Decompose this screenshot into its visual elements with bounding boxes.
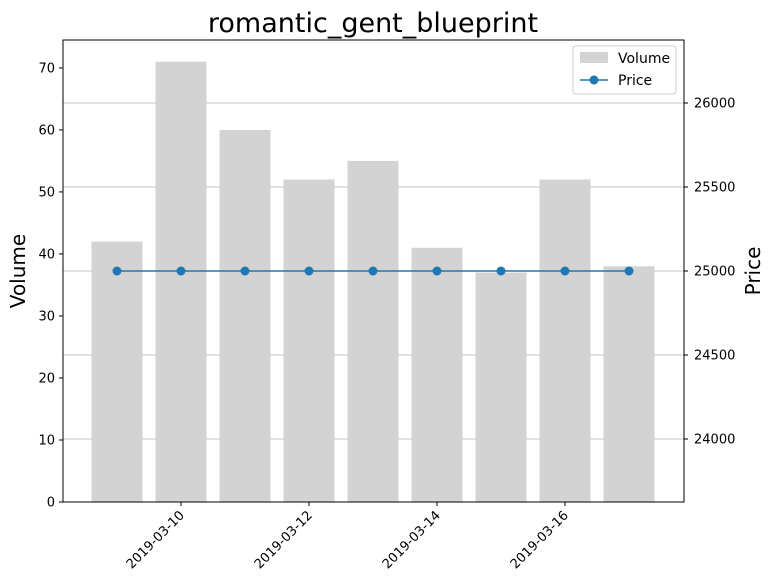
chart-title: romantic_gent_blueprint xyxy=(208,8,538,39)
right-axis: 24000 24500 25000 25500 26000 xyxy=(684,97,735,448)
volume-bar xyxy=(219,129,271,502)
volume-bar xyxy=(347,160,399,502)
right-axis-title: Price xyxy=(741,247,765,296)
volume-bar xyxy=(411,247,463,502)
price-point xyxy=(176,266,186,276)
x-tick-label: 2019-03-10 xyxy=(124,508,188,572)
volume-bar xyxy=(603,266,655,502)
volume-bar xyxy=(539,179,591,502)
left-axis-title: Volume xyxy=(6,234,30,308)
legend-label-volume: Volume xyxy=(618,51,670,67)
left-axis: 0 10 20 30 40 50 60 70 xyxy=(38,61,63,511)
legend-swatch-price-marker xyxy=(589,75,599,85)
x-axis: 2019-03-10 2019-03-12 2019-03-14 2019-03-16 xyxy=(124,502,572,572)
right-tick-label: 25000 xyxy=(694,265,735,280)
right-tick-label: 24500 xyxy=(694,349,735,364)
volume-bar xyxy=(155,61,207,502)
volume-bar xyxy=(91,241,143,502)
x-tick-label: 2019-03-14 xyxy=(380,508,444,572)
price-point xyxy=(624,266,634,276)
price-line xyxy=(112,266,634,276)
price-point xyxy=(560,266,570,276)
x-tick-label: 2019-03-12 xyxy=(252,508,316,572)
left-tick-label: 20 xyxy=(38,371,55,386)
left-tick-label: 0 xyxy=(47,496,55,511)
left-tick-label: 60 xyxy=(38,123,55,138)
price-point xyxy=(432,266,442,276)
legend-label-price: Price xyxy=(618,73,652,89)
price-point xyxy=(496,266,506,276)
left-tick-label: 70 xyxy=(38,61,55,76)
volume-bars xyxy=(91,61,655,502)
left-tick-label: 50 xyxy=(38,185,55,200)
price-point xyxy=(240,266,250,276)
price-point xyxy=(112,266,122,276)
right-tick-label: 25500 xyxy=(694,181,735,196)
price-point xyxy=(304,266,314,276)
right-tick-label: 26000 xyxy=(694,97,735,112)
x-tick-label: 2019-03-16 xyxy=(508,508,572,572)
left-tick-label: 30 xyxy=(38,309,55,324)
legend-swatch-volume xyxy=(580,52,608,63)
price-point xyxy=(368,266,378,276)
left-tick-label: 40 xyxy=(38,247,55,262)
volume-bar xyxy=(475,272,527,502)
right-tick-label: 24000 xyxy=(694,433,735,448)
left-tick-label: 10 xyxy=(38,433,55,448)
volume-bar xyxy=(283,179,335,502)
legend: Volume Price xyxy=(572,45,677,95)
